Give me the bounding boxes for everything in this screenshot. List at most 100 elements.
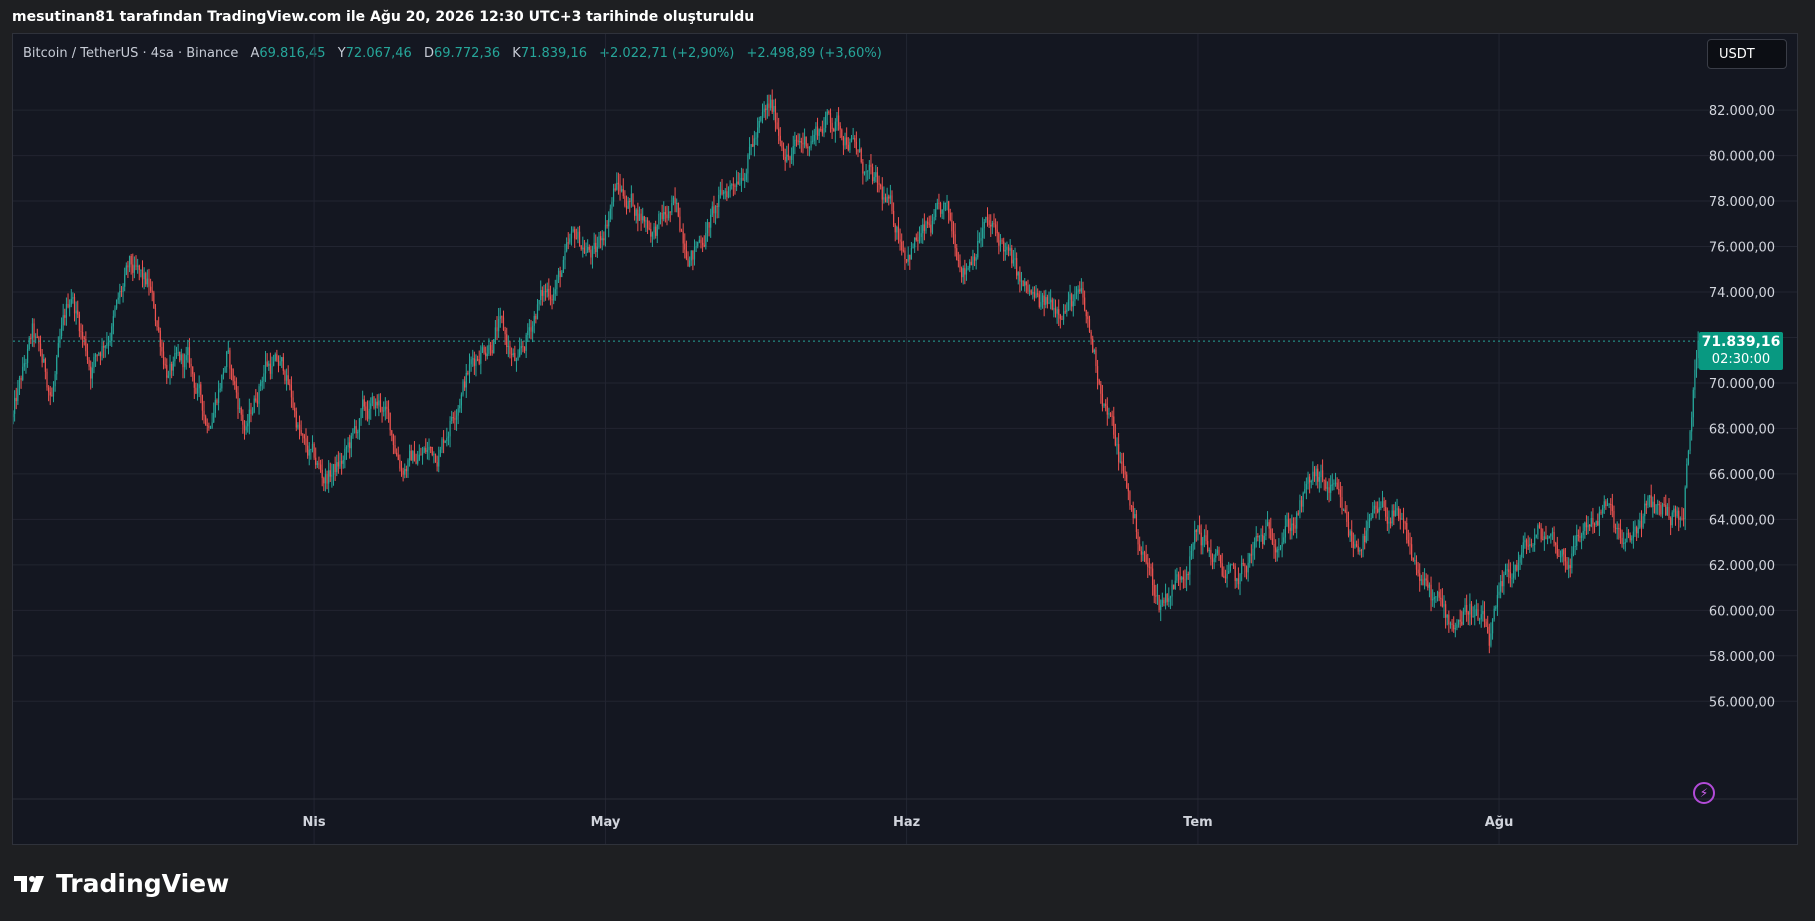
close-label: K	[512, 46, 521, 61]
lightning-icon[interactable]: ⚡	[1693, 782, 1715, 804]
candle-body	[724, 191, 726, 193]
candle-body	[1087, 316, 1089, 320]
candle-body	[436, 462, 438, 467]
candle-body	[1443, 604, 1445, 607]
candle-body	[222, 372, 225, 375]
candle-body	[886, 196, 888, 203]
candle-body	[455, 415, 458, 420]
symbol-name[interactable]: Bitcoin / TetherUS · 4sa · Binance	[23, 46, 239, 61]
candle-body	[1412, 558, 1414, 561]
candle-body	[1085, 309, 1087, 317]
candle-body	[666, 214, 668, 219]
candle-body	[1221, 563, 1223, 576]
candle-body	[381, 407, 383, 412]
candle-body	[946, 201, 948, 203]
candle-body	[914, 237, 916, 248]
candle-body	[735, 181, 738, 188]
candle-body	[38, 336, 40, 344]
candle-body	[1668, 506, 1670, 519]
candle-body	[656, 224, 658, 236]
candle-body	[51, 395, 53, 397]
candle-body	[570, 231, 573, 239]
candle-body	[1299, 500, 1301, 514]
candle-body	[235, 384, 237, 393]
candle-body	[910, 247, 913, 260]
candle-body	[1532, 545, 1534, 547]
candle-body	[1150, 567, 1152, 569]
candle-body	[833, 128, 835, 132]
candle-body	[69, 304, 71, 308]
currency-button[interactable]: USDT	[1707, 39, 1787, 69]
candle-body	[1474, 615, 1476, 617]
candle-body	[1584, 522, 1586, 532]
candle-body	[677, 202, 679, 217]
candle-body	[742, 177, 744, 181]
y-tick-label: 82.000,00	[1709, 104, 1775, 119]
candle-body	[899, 239, 901, 242]
candle-body	[1147, 562, 1149, 567]
candle-body	[396, 452, 398, 455]
candle-body	[277, 360, 280, 366]
candle-body	[54, 374, 56, 387]
candle-body	[1354, 544, 1356, 549]
candle-body	[96, 354, 98, 356]
candle-body	[334, 464, 336, 473]
candle-body	[44, 359, 46, 372]
candle-body	[611, 201, 613, 209]
candle-body	[1391, 510, 1393, 524]
candle-body	[117, 297, 119, 300]
candle-body	[747, 155, 749, 174]
candle-body	[303, 435, 305, 439]
candle-body	[465, 372, 467, 388]
candle-body	[1647, 497, 1649, 506]
candle-body	[43, 359, 45, 363]
candle-body	[1623, 542, 1625, 544]
candle-body	[386, 406, 388, 409]
candle-body	[358, 418, 361, 432]
x-tick-label: Nis	[303, 815, 326, 830]
candle-body	[659, 212, 662, 214]
price-chart[interactable]: 56.000,00 58.000,00 60.000,00 62.000,00 64.0…	[13, 34, 1797, 844]
candle-body	[719, 189, 722, 195]
candle-body	[473, 358, 475, 366]
tradingview-logo[interactable]: TradingView	[14, 869, 229, 898]
candle-body	[1627, 532, 1630, 535]
candle-body	[669, 211, 671, 213]
candle-body	[622, 189, 624, 197]
candle-body	[1315, 468, 1317, 477]
candle-body	[1302, 492, 1304, 507]
chart-pane[interactable]: Bitcoin / TetherUS · 4sa · Binance A69.8…	[12, 33, 1798, 845]
candle-body	[1695, 358, 1698, 370]
candle-body	[203, 410, 205, 417]
candle-body	[1114, 434, 1116, 446]
candle-body	[298, 424, 301, 430]
candle-body	[572, 229, 574, 232]
candle-body	[1393, 510, 1395, 517]
candle-body	[1368, 518, 1371, 522]
candle-body	[1488, 633, 1490, 646]
candle-body	[18, 377, 21, 389]
candle-body	[828, 111, 830, 113]
candle-body	[878, 183, 880, 185]
candle-body	[1576, 535, 1578, 546]
candle-body	[1064, 311, 1066, 313]
candle-body	[35, 336, 37, 338]
candle-body	[1608, 503, 1610, 505]
candle-body	[1287, 518, 1290, 528]
candle-body	[221, 374, 223, 389]
candle-body	[1456, 624, 1458, 629]
candle-body	[1202, 537, 1204, 546]
candle-body	[619, 184, 621, 192]
y-tick-label: 78.000,00	[1709, 195, 1775, 210]
candle-body	[1192, 543, 1194, 551]
candle-body	[784, 156, 786, 162]
candle-body	[1621, 537, 1623, 544]
candle-body	[1448, 614, 1450, 625]
candle-body	[1513, 570, 1515, 578]
candle-body	[1597, 521, 1599, 526]
candle-body	[1124, 470, 1126, 475]
candle-body	[718, 194, 720, 208]
candle-body	[363, 399, 365, 407]
candle-body	[933, 217, 935, 221]
candle-body	[1140, 551, 1142, 555]
